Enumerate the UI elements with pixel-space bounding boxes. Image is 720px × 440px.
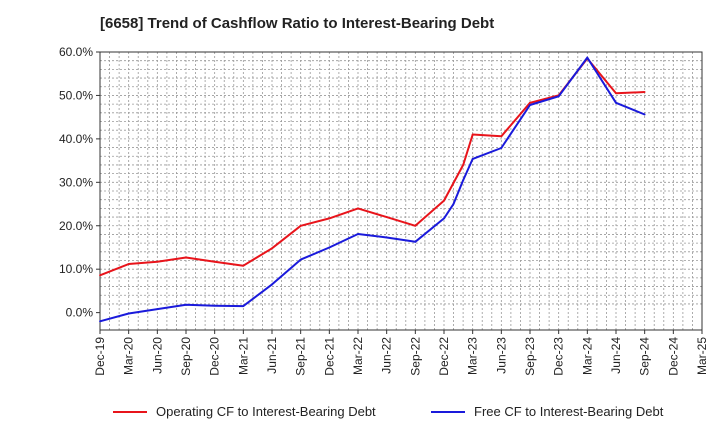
data-point-free	[357, 233, 359, 235]
x-tick-label: Mar-22	[351, 337, 365, 375]
data-point-free	[443, 217, 445, 220]
y-tick-label: 40.0%	[59, 132, 93, 146]
data-point-operating	[156, 260, 159, 263]
legend-label-operating: Operating CF to Interest-Bearing Debt	[156, 404, 376, 419]
data-point-free	[643, 113, 646, 116]
data-point-free	[414, 240, 417, 243]
x-tick-label: Sep-24	[638, 337, 652, 376]
x-tick-label: Mar-23	[466, 337, 480, 375]
data-point-operating	[357, 207, 359, 210]
y-tick-label: 20.0%	[59, 219, 93, 233]
data-point-operating	[500, 135, 503, 138]
y-tick-label: 30.0%	[59, 175, 93, 189]
legend-swatch-free	[431, 410, 465, 413]
data-point-operating	[471, 133, 474, 136]
data-point-operating	[299, 224, 302, 227]
x-tick-label: Dec-21	[322, 337, 336, 376]
data-point-operating	[385, 216, 388, 218]
data-point-free	[385, 236, 388, 239]
data-point-operating	[185, 256, 187, 259]
x-tick-label: Dec-23	[552, 337, 566, 376]
data-point-free	[99, 320, 101, 323]
data-point-operating	[328, 217, 331, 220]
data-point-free	[462, 179, 465, 182]
y-tick-label: 10.0%	[59, 262, 93, 276]
x-tick-label: Dec-22	[437, 337, 451, 376]
x-tick-label: Jun-20	[150, 337, 164, 374]
chart-title: [6658] Trend of Cashflow Ratio to Intere…	[100, 15, 495, 32]
data-point-operating	[529, 101, 531, 104]
data-point-free	[557, 95, 560, 98]
data-point-free	[299, 258, 302, 261]
data-point-operating	[414, 224, 417, 227]
data-point-operating	[615, 92, 617, 95]
legend-item-operating: Operating CF to Interest-Bearing Debt	[113, 404, 376, 419]
legend-swatch-operating	[113, 410, 147, 413]
y-tick-label: 0.0%	[66, 306, 94, 320]
x-tick-label: Sep-20	[179, 337, 193, 376]
data-point-free	[242, 305, 245, 308]
legend-item-free: Free CF to Interest-Bearing Debt	[431, 404, 663, 419]
data-point-free	[271, 283, 273, 286]
chart-legend: Operating CF to Interest-Bearing Debt Fr…	[0, 404, 720, 426]
x-tick-label: Jun-22	[380, 337, 394, 374]
data-point-operating	[643, 91, 646, 93]
data-point-operating	[127, 263, 130, 265]
x-tick-label: Sep-23	[523, 337, 537, 376]
data-point-operating	[462, 164, 465, 166]
x-tick-label: Mar-24	[580, 337, 594, 375]
x-tick-label: Sep-22	[408, 337, 422, 376]
x-tick-label: Jun-21	[265, 337, 279, 374]
x-tick-label: Sep-21	[294, 337, 308, 376]
y-tick-label: 60.0%	[59, 45, 93, 59]
x-tick-label: Dec-19	[93, 337, 107, 376]
data-point-free	[471, 157, 474, 160]
y-tick-label: 50.0%	[59, 88, 93, 102]
x-tick-label: Dec-20	[208, 337, 222, 376]
data-point-operating	[242, 264, 245, 267]
plot-frame	[99, 51, 703, 331]
data-point-operating	[99, 274, 101, 277]
x-tick-label: Jun-24	[609, 337, 623, 374]
legend-label-free: Free CF to Interest-Bearing Debt	[474, 404, 664, 419]
x-tick-label: Mar-20	[122, 337, 136, 375]
data-point-free	[500, 147, 503, 149]
data-point-free	[213, 304, 216, 307]
data-point-operating	[271, 247, 273, 250]
data-point-free	[156, 308, 159, 311]
data-point-operating	[213, 260, 216, 263]
data-point-free	[615, 101, 617, 104]
data-point-free	[586, 56, 589, 59]
data-point-free	[529, 104, 531, 106]
data-point-free	[127, 312, 130, 315]
data-point-operating	[443, 199, 445, 202]
x-tick-label: Dec-24	[666, 337, 680, 376]
x-tick-label: Mar-25	[695, 337, 709, 375]
x-tick-label: Mar-21	[236, 337, 250, 375]
data-point-free	[185, 303, 187, 306]
data-point-free	[328, 246, 331, 249]
line-chart: 0.0% 10.0% 20.0% 30.0% 40.0% 50.0% 60.0% Dec-19…	[59, 45, 709, 376]
x-tick-label: Jun-23	[494, 337, 508, 374]
data-point-free	[452, 203, 455, 205]
series-line-free	[99, 56, 646, 323]
